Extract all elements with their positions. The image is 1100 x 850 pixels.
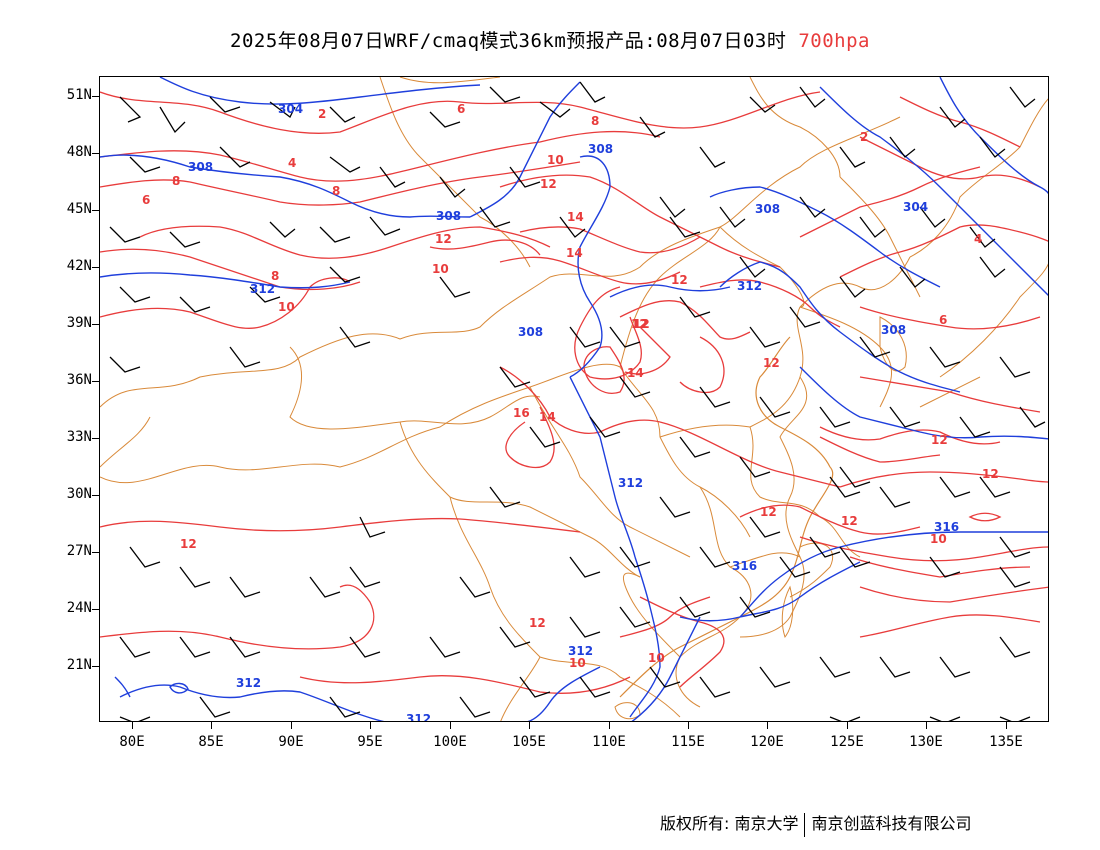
height-label: 312	[568, 644, 593, 658]
lon-label: 135E	[989, 734, 1023, 750]
temp-label: 14	[566, 246, 583, 260]
temp-label: 12	[982, 467, 999, 481]
height-label: 316	[934, 520, 959, 534]
temp-label: 10	[569, 656, 586, 670]
title-main: 2025年08月07日WRF/cmaq模式36km预报产品:08月07日03时	[230, 30, 787, 52]
temp-label: 10	[930, 532, 947, 546]
height-label: 304	[903, 200, 928, 214]
boundaries	[100, 77, 1048, 721]
lon-label: 115E	[671, 734, 705, 750]
lon-label: 105E	[512, 734, 546, 750]
temp-label: 12	[671, 273, 688, 287]
temp-label: 14	[567, 210, 584, 224]
temp-label: 4	[974, 232, 982, 246]
lon-label: 125E	[830, 734, 864, 750]
temp-label: 8	[591, 114, 599, 128]
temp-label: 6	[939, 313, 947, 327]
temp-label: 12	[540, 177, 557, 191]
height-label: 308	[755, 202, 780, 216]
temp-label: 12	[931, 433, 948, 447]
lat-label: 42N	[66, 258, 92, 274]
lat-label: 27N	[66, 543, 92, 559]
lat-label: 45N	[66, 201, 92, 217]
height-label: 312	[406, 712, 431, 722]
temp-label: 4	[288, 156, 296, 170]
height-label: 312	[618, 476, 643, 490]
height-label: 308	[518, 325, 543, 339]
lat-label: 39N	[66, 315, 92, 331]
height-label: 308	[881, 323, 906, 337]
temp-label: 12	[435, 232, 452, 246]
temperature-contours	[100, 91, 1048, 694]
footer-divider	[804, 812, 806, 837]
temp-label: 8	[271, 269, 279, 283]
height-label: 308	[436, 209, 461, 223]
copyright-footer: 版权所有: 南京大学 南京创蓝科技有限公司	[660, 810, 972, 837]
lon-label: 120E	[750, 734, 784, 750]
temp-label: 12	[180, 537, 197, 551]
temp-label: 8	[172, 174, 180, 188]
temp-label: 10	[648, 651, 665, 665]
lon-label: 95E	[357, 734, 383, 750]
temp-label: 12	[633, 317, 650, 331]
lat-label: 30N	[66, 486, 92, 502]
temp-label: 12	[841, 514, 858, 528]
height-label: 316	[732, 559, 757, 573]
temp-label: 10	[547, 153, 564, 167]
wind-barbs	[109, 81, 1046, 721]
height-label: 312	[250, 282, 275, 296]
temp-label: 12	[760, 505, 777, 519]
height-label: 304	[278, 102, 303, 116]
height-labels: 304 308 308 308 312 308 312 312 312 316 …	[188, 102, 959, 722]
lon-label: 110E	[592, 734, 626, 750]
temp-label: 10	[432, 262, 449, 276]
temp-label: 14	[627, 366, 644, 380]
temp-label: 2	[318, 107, 326, 121]
temperature-labels: 2 4 6 8 8 6 8 10 12 12 14 14 10 12 12 8 …	[142, 102, 999, 670]
title-level: 700hpa	[798, 30, 870, 52]
height-label: 308	[588, 142, 613, 156]
temp-label: 12	[763, 356, 780, 370]
company-name: 南京创蓝科技有限公司	[811, 814, 972, 833]
lon-label: 80E	[119, 734, 145, 750]
lat-label: 36N	[66, 372, 92, 388]
lat-label: 51N	[66, 87, 92, 103]
chart-title: 2025年08月07日WRF/cmaq模式36km预报产品:08月07日03时 7…	[0, 26, 1100, 53]
height-label: 312	[737, 279, 762, 293]
lon-label: 100E	[433, 734, 467, 750]
temp-label: 2	[860, 130, 868, 144]
height-label: 308	[188, 160, 213, 174]
temp-label: 16	[513, 406, 530, 420]
temp-label: 14	[539, 410, 556, 424]
lat-label: 24N	[66, 600, 92, 616]
height-contours	[100, 77, 1048, 721]
temp-label: 6	[457, 102, 465, 116]
temp-label: 6	[142, 193, 150, 207]
lat-label: 48N	[66, 144, 92, 160]
height-label: 312	[236, 676, 261, 690]
temp-label: 10	[278, 300, 295, 314]
weather-map: 304 308 308 308 312 308 312 312 312 316 …	[100, 77, 1048, 722]
temp-label: 12	[529, 616, 546, 630]
temp-label: 12	[631, 317, 648, 331]
lon-label: 130E	[909, 734, 943, 750]
temp-label: 8	[332, 184, 340, 198]
lat-label: 33N	[66, 429, 92, 445]
map-panel: 304 308 308 308 312 308 312 312 312 316 …	[99, 76, 1049, 722]
lon-label: 85E	[198, 734, 224, 750]
lon-label: 90E	[278, 734, 304, 750]
lat-label: 21N	[66, 657, 92, 673]
copyright-text: 版权所有: 南京大学	[660, 814, 799, 833]
